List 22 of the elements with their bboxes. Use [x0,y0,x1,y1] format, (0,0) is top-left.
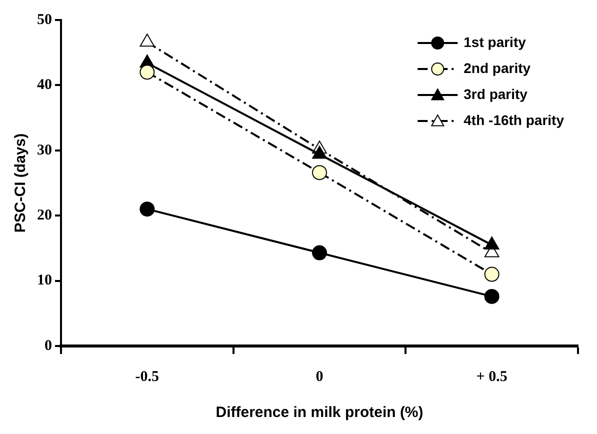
point [312,165,327,180]
legend-label: 2nd parity [464,60,531,76]
x-tick-label: -0.5 [135,368,160,385]
y-tick-label: 50 [37,12,52,28]
y-tick-label: 20 [37,207,52,224]
y-axis-title: PSC-CI (days) [12,133,30,233]
legend-label: 1st parity [464,34,526,50]
point [484,266,500,282]
x-tick-label: + 0.5 [476,368,508,385]
point [312,146,327,159]
point [140,34,155,47]
x-axis-title: Difference in milk protein (%) [216,404,424,422]
y-tick-label: 0 [44,338,52,354]
point [484,288,500,304]
y-tick-label: 30 [37,142,52,158]
legend-label: 4th -16th parity [464,112,564,128]
point [312,245,327,260]
x-tick-label: 0 [316,368,324,385]
point [140,202,155,217]
legend-label: 3rd parity [464,86,528,102]
y-tick-label: 10 [37,272,52,289]
y-tick-label: 40 [37,77,52,94]
